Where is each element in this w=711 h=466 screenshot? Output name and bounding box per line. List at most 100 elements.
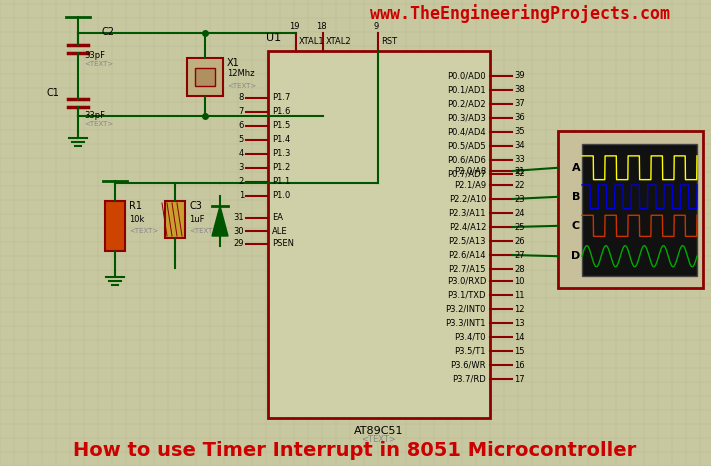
Text: 19: 19 [289,22,299,31]
Text: RST: RST [381,37,397,47]
Text: P1.0: P1.0 [272,192,290,200]
Text: 32: 32 [514,170,525,178]
Bar [105,201,125,251]
Text: C3: C3 [189,201,202,211]
Text: How to use Timer Interrupt in 8051 Microcontroller: How to use Timer Interrupt in 8051 Micro… [73,440,636,459]
Text: 1uF: 1uF [189,214,205,224]
Text: <TEXT>: <TEXT> [84,121,113,127]
Text: C1: C1 [46,88,60,98]
Text: U1: U1 [266,33,281,43]
Text: 37: 37 [514,100,525,109]
Text: C: C [572,221,580,231]
Text: P1.1: P1.1 [272,178,290,186]
Text: 38: 38 [514,85,525,95]
Text: 16: 16 [514,361,525,370]
Text: A: A [572,163,580,173]
Text: P2.4/A12: P2.4/A12 [449,222,486,232]
Text: 31: 31 [233,213,244,222]
Text: P0.1/AD1: P0.1/AD1 [447,85,486,95]
Text: P2.0/A8: P2.0/A8 [454,166,486,176]
Text: 22: 22 [514,180,525,190]
Text: P2.2/A10: P2.2/A10 [449,194,486,204]
Text: 29: 29 [233,240,244,248]
Text: 18: 18 [316,22,326,31]
Text: 7: 7 [239,108,244,116]
Text: P0.2/AD2: P0.2/AD2 [447,100,486,109]
Text: X1: X1 [227,58,240,68]
Text: P3.7/RD: P3.7/RD [452,375,486,384]
Text: P3.2/INT0: P3.2/INT0 [446,304,486,314]
Text: 11: 11 [514,290,525,300]
Text: 15: 15 [514,347,525,356]
Text: 24: 24 [514,208,525,218]
Bar [187,58,223,96]
Text: 13: 13 [514,318,525,328]
Text: P0.5/AD5: P0.5/AD5 [447,142,486,151]
Text: P1.7: P1.7 [272,94,290,103]
Text: 2: 2 [239,178,244,186]
Text: P3.3/INT1: P3.3/INT1 [446,318,486,328]
Bar [268,51,490,418]
Text: 17: 17 [514,375,525,384]
Text: 39: 39 [514,71,525,81]
Text: <TEXT>: <TEXT> [84,61,113,67]
Text: C2: C2 [102,27,114,37]
Text: P1.3: P1.3 [272,150,290,158]
Text: P2.3/A11: P2.3/A11 [449,208,486,218]
Text: 1: 1 [239,192,244,200]
Text: P3.0/RXD: P3.0/RXD [447,276,486,286]
Bar [558,131,703,288]
Text: <TEXT>: <TEXT> [129,228,159,234]
Text: 23: 23 [514,194,525,204]
Text: 33pF: 33pF [84,50,105,60]
Bar [195,68,215,86]
Text: 33pF: 33pF [84,110,105,119]
Text: P0.0/AD0: P0.0/AD0 [447,71,486,81]
Text: 36: 36 [514,114,525,123]
Text: P0.4/AD4: P0.4/AD4 [447,128,486,137]
Bar [165,201,185,238]
Bar [582,144,697,276]
Text: <TEXT>: <TEXT> [362,435,397,444]
Text: 34: 34 [514,142,525,151]
Text: 10k: 10k [129,214,144,224]
Text: <TEXT>: <TEXT> [227,83,256,89]
Text: P1.6: P1.6 [272,108,290,116]
Text: 33: 33 [514,156,525,164]
Text: 4: 4 [239,150,244,158]
Text: AT89C51: AT89C51 [354,426,404,436]
Text: P1.4: P1.4 [272,136,290,144]
Text: 9: 9 [373,22,379,31]
Text: P2.6/A14: P2.6/A14 [449,251,486,260]
Text: 12Mhz: 12Mhz [227,69,255,78]
Text: R1: R1 [129,201,142,211]
Text: P3.4/T0: P3.4/T0 [454,333,486,342]
Text: P3.5/T1: P3.5/T1 [454,347,486,356]
Text: <TEXT>: <TEXT> [189,228,218,234]
Text: P3.6/WR: P3.6/WR [451,361,486,370]
Text: B: B [572,192,580,202]
Text: P0.6/AD6: P0.6/AD6 [447,156,486,164]
Text: 14: 14 [514,333,525,342]
Text: P2.7/A15: P2.7/A15 [449,265,486,274]
Text: P2.1/A9: P2.1/A9 [454,180,486,190]
Text: 27: 27 [514,251,525,260]
Text: D: D [572,251,581,261]
Text: P2.5/A13: P2.5/A13 [449,237,486,246]
Text: EA: EA [272,213,283,222]
Text: 25: 25 [514,222,525,232]
Text: 10: 10 [514,276,525,286]
Text: 30: 30 [233,226,244,235]
Polygon shape [212,206,228,236]
Text: 5: 5 [239,136,244,144]
Text: 28: 28 [514,265,525,274]
Text: P3.1/TXD: P3.1/TXD [447,290,486,300]
Text: 3: 3 [239,164,244,172]
Text: XTAL1: XTAL1 [299,37,325,47]
Text: P1.2: P1.2 [272,164,290,172]
Text: 8: 8 [239,94,244,103]
Text: 26: 26 [514,237,525,246]
Text: XTAL2: XTAL2 [326,37,352,47]
Text: 21: 21 [514,166,525,176]
Text: ALE: ALE [272,226,288,235]
